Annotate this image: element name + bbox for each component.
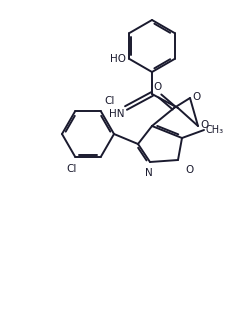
Text: HO: HO (110, 54, 127, 64)
Text: Cl: Cl (104, 96, 114, 107)
Text: O: O (192, 92, 200, 102)
Text: O: O (154, 82, 162, 92)
Text: Cl: Cl (67, 163, 77, 174)
Text: CH₃: CH₃ (205, 125, 223, 135)
Text: HN: HN (109, 109, 124, 119)
Text: N: N (145, 168, 153, 178)
Text: O: O (185, 165, 193, 175)
Text: O: O (200, 120, 208, 130)
